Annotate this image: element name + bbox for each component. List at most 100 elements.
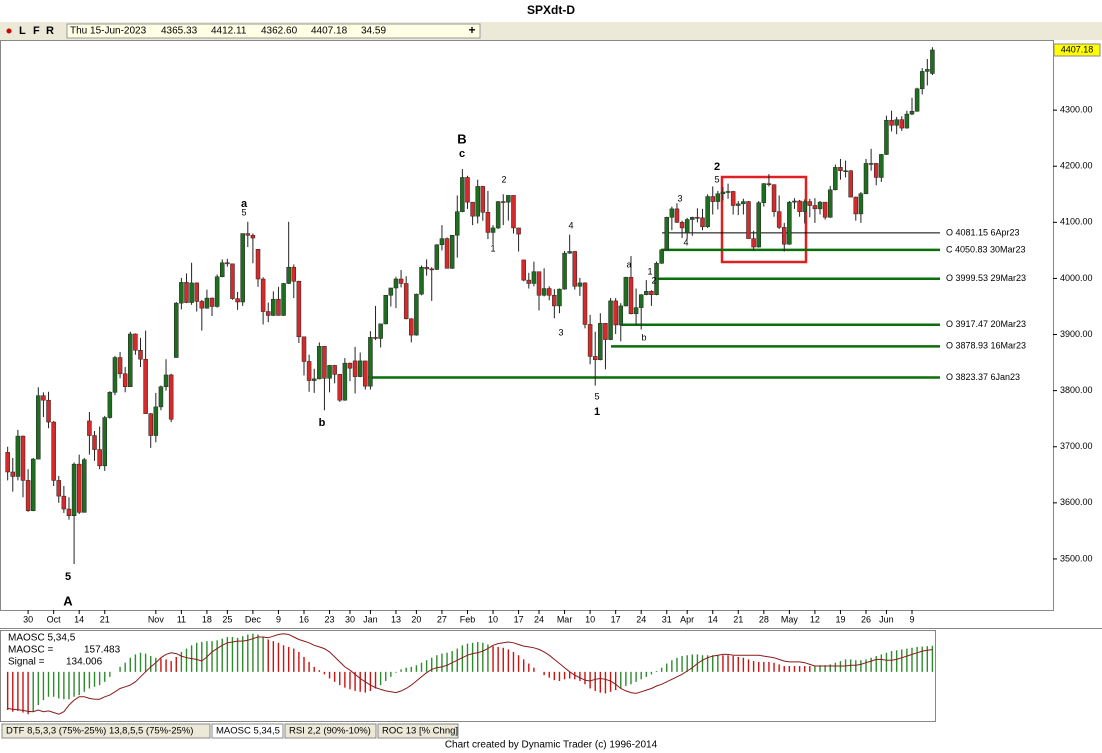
osc-bar xyxy=(875,656,877,672)
candle-body xyxy=(470,201,475,217)
osc-bar xyxy=(742,657,745,672)
osc-bar xyxy=(451,651,453,672)
osc-bar xyxy=(93,671,96,687)
candle-body xyxy=(684,219,690,234)
osc-bar xyxy=(185,648,188,672)
osc-bar xyxy=(446,652,448,672)
tab-label[interactable]: DTF 8,5,3,3 (75%-25%) 13,8,5,5 (75%-25%) xyxy=(6,726,193,737)
osc-bar xyxy=(252,633,254,672)
osc-bar xyxy=(247,634,249,672)
osc-bar xyxy=(809,666,811,672)
candle-body xyxy=(460,177,465,212)
osc-bar xyxy=(906,648,908,672)
candle-body xyxy=(25,480,31,511)
candle-body xyxy=(705,196,710,228)
osc-bar xyxy=(712,655,714,672)
tab[interactable] xyxy=(1,723,211,739)
osc-bar xyxy=(318,670,321,672)
y-tick-label: 3500.00 xyxy=(1060,553,1093,563)
osc-bar xyxy=(558,671,561,681)
osc-bar xyxy=(226,636,229,672)
osc-bar xyxy=(420,662,423,672)
candle-body xyxy=(82,459,87,513)
candle-body xyxy=(618,305,624,326)
indicator-pane xyxy=(0,630,936,722)
tab-bar: DTF 8,5,3,3 (75%-25%) 13,8,5,5 (75%-25%)… xyxy=(1,723,459,739)
osc-bar xyxy=(144,653,147,672)
tab-label[interactable]: ROC 13 [% Chng] xyxy=(382,726,458,737)
osc-bar xyxy=(344,671,346,688)
candle-body xyxy=(608,300,613,340)
candle-body xyxy=(15,435,21,477)
osc-bar xyxy=(880,654,883,672)
osc-bar xyxy=(834,662,837,672)
candle-body xyxy=(802,201,807,212)
osc-bar xyxy=(599,671,602,693)
osc-bar xyxy=(298,651,300,672)
tab[interactable] xyxy=(211,723,284,739)
osc-bar xyxy=(155,657,157,672)
candle-body xyxy=(506,195,511,203)
candle-body xyxy=(827,189,833,218)
tab[interactable] xyxy=(377,723,459,739)
candle-body xyxy=(654,263,659,295)
candle-body xyxy=(787,201,792,245)
candle-body xyxy=(179,282,184,304)
candle-body xyxy=(455,211,460,236)
osc-bar xyxy=(584,671,586,685)
x-tick-label: Dec xyxy=(245,614,262,624)
candle-body xyxy=(153,406,159,436)
candle-body xyxy=(501,201,506,203)
candle-body xyxy=(930,49,935,74)
candle-body xyxy=(107,392,113,418)
candle-body xyxy=(659,249,664,264)
candle-body xyxy=(122,373,128,387)
candle-body xyxy=(143,358,148,414)
tab-label[interactable]: MAOSC 5,34,5 xyxy=(216,726,280,737)
wave-label: a xyxy=(241,198,248,210)
candle-body xyxy=(76,463,82,513)
osc-bar xyxy=(645,671,648,677)
candle-body xyxy=(194,282,199,302)
osc-bar xyxy=(262,636,264,672)
toolbar-button[interactable]: R xyxy=(46,25,54,37)
add-button[interactable]: + xyxy=(468,23,475,37)
wave-label: c xyxy=(459,148,465,160)
x-tick-label: 28 xyxy=(759,614,769,624)
candle-body xyxy=(117,357,123,375)
osc-bar xyxy=(410,666,412,672)
candle-body xyxy=(638,294,644,308)
osc-bar xyxy=(124,662,126,672)
osc-bar xyxy=(180,651,183,672)
toolbar-button[interactable]: F xyxy=(33,25,40,37)
record-dot[interactable] xyxy=(6,28,12,34)
wave-label: 4 xyxy=(568,220,573,230)
candle-body xyxy=(792,200,797,203)
x-tick-label: 11 xyxy=(177,614,186,624)
tab[interactable] xyxy=(284,723,377,739)
candle-body xyxy=(414,293,419,336)
candle-body xyxy=(102,417,107,467)
candle-body xyxy=(368,337,373,387)
x-tick-label: 17 xyxy=(611,614,621,624)
candle-body xyxy=(919,71,925,90)
osc-bar xyxy=(272,641,275,672)
candle-body xyxy=(87,420,92,436)
candle-body xyxy=(36,395,41,460)
candle-body xyxy=(904,113,910,129)
candle-body xyxy=(863,163,869,194)
osc-bar xyxy=(522,659,525,672)
candle-body xyxy=(286,266,291,284)
osc-bar xyxy=(436,655,438,672)
tab-label[interactable]: RSI 2,2 (90%-10%) xyxy=(289,726,371,737)
candle-body xyxy=(812,205,818,210)
toolbar-button[interactable]: L xyxy=(19,25,26,37)
candle-body xyxy=(56,480,62,497)
candle-body xyxy=(746,201,751,239)
osc-bar xyxy=(129,657,131,672)
x-tick-label: 14 xyxy=(708,614,718,624)
osc-bar xyxy=(303,656,305,672)
candle-body xyxy=(255,249,261,280)
osc-bar xyxy=(614,671,617,691)
wave-label: 5 xyxy=(594,391,599,401)
